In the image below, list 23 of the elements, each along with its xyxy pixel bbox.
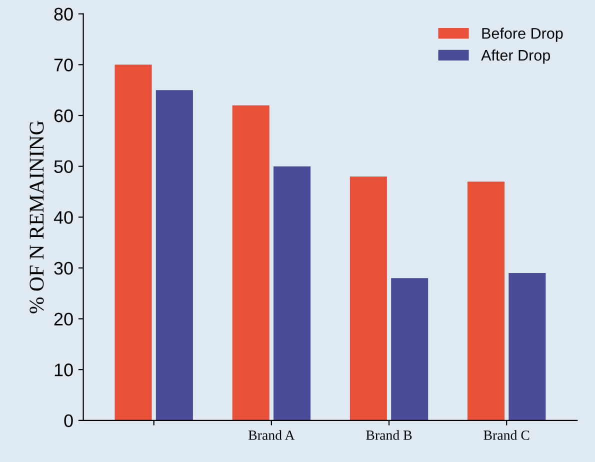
y-tick-label: 50	[54, 160, 73, 174]
x-tick-label: Brand B	[366, 430, 412, 440]
y-tick-label: 40	[54, 211, 73, 224]
y-tick-label: 70	[54, 58, 73, 72]
legend-label: Before Drop	[482, 28, 563, 42]
y-tick-label: 80	[54, 8, 73, 21]
y-tick-label: 10	[54, 364, 73, 376]
y-axis-title: % OF N REMAINING	[30, 120, 44, 314]
bar	[468, 182, 505, 420]
bar	[391, 278, 428, 420]
bar	[156, 90, 193, 420]
y-tick-label: 60	[54, 109, 73, 122]
y-tick-label: 20	[54, 312, 73, 326]
bar	[273, 166, 311, 420]
x-tick-label: Brand A	[248, 430, 295, 440]
bar	[114, 64, 152, 420]
legend-label: After Drop	[481, 50, 550, 64]
y-tick-label: 0	[64, 414, 73, 428]
bar	[508, 273, 546, 420]
bar	[350, 176, 387, 420]
x-tick-label: Brand C	[484, 430, 530, 440]
y-tick-label: 30	[54, 262, 73, 275]
bar	[232, 105, 270, 420]
